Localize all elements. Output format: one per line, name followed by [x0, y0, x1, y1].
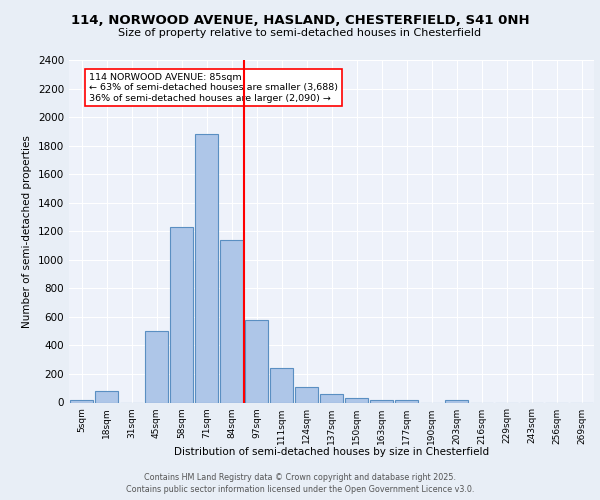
Bar [245, 320, 268, 402]
Bar [170, 227, 193, 402]
Bar [320, 394, 343, 402]
Bar [295, 387, 319, 402]
Bar [344, 398, 368, 402]
Y-axis label: Number of semi-detached properties: Number of semi-detached properties [22, 135, 32, 328]
Bar [220, 240, 244, 402]
Text: Contains HM Land Registry data © Crown copyright and database right 2025.
Contai: Contains HM Land Registry data © Crown c… [126, 472, 474, 494]
Bar [145, 331, 169, 402]
X-axis label: Distribution of semi-detached houses by size in Chesterfield: Distribution of semi-detached houses by … [174, 446, 489, 456]
Bar [194, 134, 218, 402]
Text: 114, NORWOOD AVENUE, HASLAND, CHESTERFIELD, S41 0NH: 114, NORWOOD AVENUE, HASLAND, CHESTERFIE… [71, 14, 529, 27]
Text: Size of property relative to semi-detached houses in Chesterfield: Size of property relative to semi-detach… [118, 28, 482, 38]
Bar [95, 391, 118, 402]
Bar [395, 400, 418, 402]
Bar [370, 400, 394, 402]
Bar [70, 400, 94, 402]
Text: 114 NORWOOD AVENUE: 85sqm
← 63% of semi-detached houses are smaller (3,688)
36% : 114 NORWOOD AVENUE: 85sqm ← 63% of semi-… [89, 73, 338, 102]
Bar [269, 368, 293, 402]
Bar [445, 400, 469, 402]
